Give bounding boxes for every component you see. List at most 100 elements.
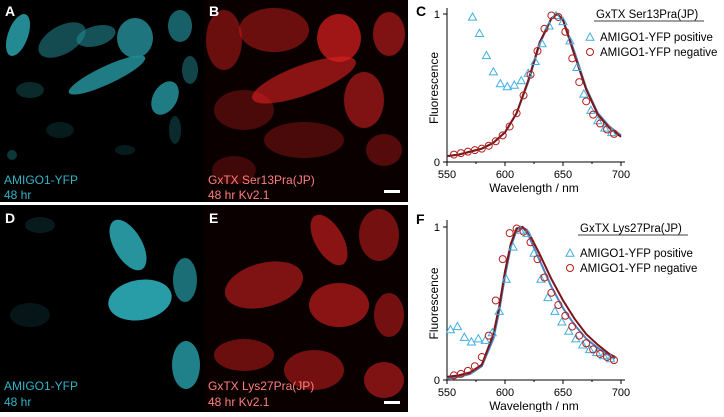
data-point-positive: [558, 16, 568, 26]
panel-a-caption-line1: AMIGO1-YFP: [4, 173, 79, 187]
panel-e-caption-line2: 48 hr Kv2.1: [208, 395, 270, 409]
x-tick-label: 550: [438, 169, 456, 181]
data-point-positive: [501, 273, 512, 283]
data-point-positive: [537, 38, 547, 48]
data-point-positive: [481, 50, 492, 60]
data-point-positive: [480, 335, 491, 344]
data-point-positive: [508, 241, 518, 251]
data-point-negative: [498, 131, 507, 140]
y-tick-label: 0: [434, 375, 440, 387]
data-point-negative: [540, 24, 549, 33]
panel-d-caption-line1: AMIGO1-YFP: [4, 379, 79, 393]
data-point-negative: [603, 125, 612, 134]
data-point-positive: [516, 75, 527, 85]
data-point-positive: [530, 56, 541, 66]
data-point-negative: [596, 349, 605, 358]
data-point-negative: [519, 91, 528, 100]
data-point-positive: [556, 316, 567, 326]
data-point-negative: [540, 273, 549, 282]
data-point-positive: [584, 344, 595, 354]
data-point-negative: [477, 353, 486, 362]
data-point-positive: [565, 35, 575, 45]
data-point-positive: [585, 105, 596, 114]
panel-letter: C: [416, 3, 426, 19]
y-axis-label: Fluorescence: [427, 267, 441, 339]
data-point-negative: [575, 78, 584, 87]
data-point-negative: [554, 301, 563, 310]
spectrum-chart-f: F 550 600 650 700 0 1 Wavelength / nm Fluorescen…: [416, 211, 697, 413]
fit-curve-negative: [446, 12, 622, 158]
legend-label-negative: AMIGO1-YFP negative: [600, 47, 717, 59]
data-point-negative: [610, 356, 619, 365]
data-point-positive: [452, 321, 463, 331]
data-point-positive: [599, 122, 610, 132]
x-tick-label: 700: [612, 387, 630, 399]
legend-label-positive: AMIGO1-YFP positive: [600, 32, 713, 44]
y-tick-label: 1: [434, 222, 440, 234]
panel-e-letter: E: [209, 210, 219, 226]
data-point-negative: [526, 238, 535, 247]
data-point-negative: [589, 345, 598, 354]
x-tick-label: 600: [496, 387, 514, 399]
x-tick-label: 600: [496, 169, 514, 181]
x-tick-label: 550: [438, 387, 456, 399]
data-point-negative: [505, 122, 514, 131]
data-point-negative: [582, 97, 591, 106]
micrograph-panel-d: D AMIGO1-YFP 48 hr: [0, 205, 204, 412]
data-point-negative: [554, 12, 563, 21]
data-point-negative: [582, 339, 591, 348]
amigo1-yfp-image-a: [0, 0, 204, 202]
data-point-positive: [488, 66, 499, 76]
data-point-negative: [505, 229, 514, 238]
data-point-positive: [502, 81, 513, 91]
data-point-negative: [484, 331, 493, 340]
data-point-positive: [459, 332, 470, 341]
data-point-negative: [589, 110, 598, 119]
panel-e-caption-line1: GxTX Lys27Pra(JP): [208, 379, 315, 393]
scale-bar-e: [384, 401, 400, 404]
data-point-negative: [561, 27, 570, 36]
data-point-negative: [456, 369, 465, 378]
data-point-positive: [509, 80, 520, 89]
y-tick-label: 0: [434, 157, 440, 169]
x-axis-label: Wavelength / nm: [489, 399, 579, 412]
data-point-positive: [523, 68, 534, 77]
data-point-negative: [568, 322, 577, 331]
data-point-negative: [491, 137, 500, 146]
spectrum-plot-f: F 550 600 650 700 0 1 Wavelength / nm Fluorescen…: [410, 206, 724, 413]
y-axis-label: Fluorescence: [427, 52, 441, 124]
data-point-negative: [561, 311, 570, 320]
legend-label-negative: AMIGO1-YFP negative: [580, 263, 697, 275]
data-point-positive: [544, 20, 554, 30]
legend-marker-positive: [565, 247, 575, 257]
x-tick-label: 700: [612, 169, 630, 181]
legend-marker-positive: [585, 31, 595, 41]
x-tick-label: 650: [554, 387, 572, 399]
spectrum-chart-c: C 550 600 650 700 0 1 Wavelength / nm Fluorescen…: [416, 3, 717, 195]
spectrum-plot-c: C 550 600 650 700 0 1 Wavelength / nm Fluorescen…: [410, 0, 724, 202]
gxtx-ser13-image-b: [204, 0, 408, 202]
data-point-positive: [467, 11, 478, 21]
data-point-negative: [498, 255, 507, 264]
legend-title: GxTX Lys27Pra(JP): [580, 223, 682, 235]
micrograph-panel-e: E GxTX Lys27Pra(JP) 48 hr Kv2.1: [204, 205, 408, 412]
data-point-negative: [484, 141, 493, 150]
data-point-negative: [470, 362, 479, 371]
legend-marker-negative: [566, 264, 574, 272]
data-point-negative: [610, 129, 619, 138]
data-point-positive: [577, 339, 588, 349]
data-point-negative: [463, 366, 472, 375]
legend-label-positive: AMIGO1-YFP positive: [580, 248, 693, 260]
scale-bar-b: [384, 190, 400, 193]
panel-letter: F: [416, 211, 425, 227]
panel-b-letter: B: [209, 3, 220, 19]
data-point-positive: [551, 10, 561, 20]
data-point-negative: [491, 296, 500, 305]
panel-b-caption-line2: 48 hr Kv2.1: [208, 188, 270, 202]
data-point-positive: [572, 62, 582, 71]
data-point-negative: [519, 227, 528, 236]
data-point-positive: [579, 88, 589, 98]
data-point-negative: [596, 119, 605, 128]
panel-d-letter: D: [5, 210, 16, 226]
data-point-positive: [474, 28, 485, 37]
